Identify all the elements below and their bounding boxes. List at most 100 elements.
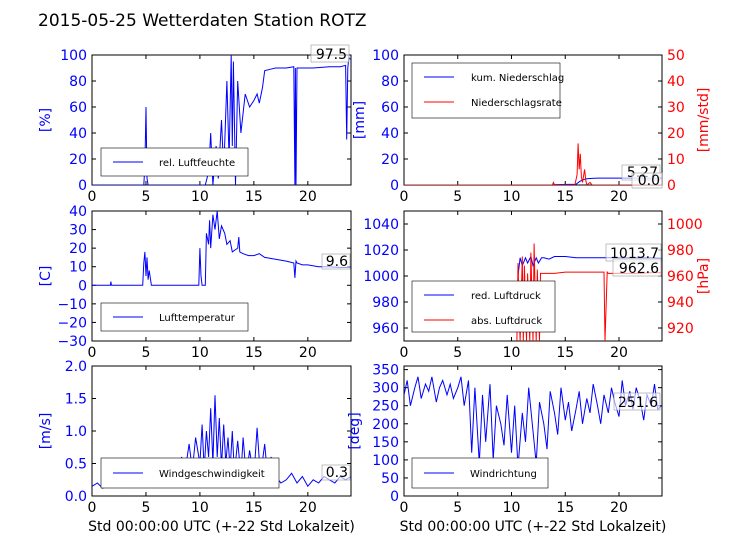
y2-axis-label: [hPa] (696, 258, 712, 294)
x-tick-label: 20 (610, 189, 628, 205)
x-tick-label: 5 (453, 345, 462, 361)
annotation-value: 251.6 (618, 395, 658, 411)
y-tick-label: 1000 (363, 269, 399, 285)
x-tick-label: 20 (299, 500, 317, 516)
y-tick-label: 80 (69, 74, 87, 90)
y-tick-label: 100 (372, 453, 399, 469)
y2-tick-label: 0 (667, 178, 676, 194)
x-tick-label: 0 (88, 500, 97, 516)
y2-tick-label: 10 (667, 152, 685, 168)
x-tick-label: 15 (556, 189, 574, 205)
y2-tick-label: 40 (667, 74, 685, 90)
y2-axis-label: [mm/std] (696, 88, 712, 153)
y-tick-label: 60 (69, 100, 87, 116)
y-tick-label: 0.0 (65, 489, 87, 505)
y-tick-label: 250 (372, 399, 399, 415)
annotation-value: 962.6 (619, 261, 659, 277)
x-tick-label: 10 (503, 345, 521, 361)
panel-wind_speed: 0 5 10 15 20 0.0 0.5 1.0 1.5 2.0 [m/s] Std 00:00:00… (38, 359, 355, 535)
x-tick-label: 15 (556, 500, 574, 516)
legend-box (412, 63, 560, 118)
series-line-lufttemperatur (92, 211, 351, 285)
figure-title: 2015-05-25 Wetterdaten Station ROTZ (38, 11, 367, 31)
x-tick-label: 5 (453, 500, 462, 516)
annotation-value: 97.5 (316, 47, 347, 63)
x-tick-label: 15 (556, 345, 574, 361)
legend-label: red. Luftdruck (471, 291, 541, 302)
y-tick-label: −10 (57, 297, 87, 313)
y-tick-label: 100 (372, 48, 399, 64)
y-tick-label: 0 (390, 489, 399, 505)
y-tick-label: 100 (60, 48, 87, 64)
x-axis-label: Std 00:00:00 UTC (+-22 Std Lokalzeit) (88, 519, 355, 535)
x-tick-label: 20 (299, 189, 317, 205)
legend-label: Windgeschwindigkeit (159, 469, 265, 480)
x-tick-label: 0 (88, 189, 97, 205)
y2-tick-label: 50 (667, 48, 685, 64)
y-tick-label: 50 (381, 471, 399, 487)
y-axis-label: [mm] (352, 101, 368, 139)
y2-tick-label: 20 (667, 126, 685, 142)
y-tick-label: 200 (372, 417, 399, 433)
y-tick-label: 300 (372, 381, 399, 397)
x-tick-label: 5 (141, 345, 150, 361)
y2-tick-label: 980 (667, 243, 694, 259)
annotation-value: 0.0 (638, 173, 660, 189)
x-tick-label: 5 (453, 189, 462, 205)
y-axis-label: [C] (38, 266, 54, 287)
x-tick-label: 0 (400, 345, 409, 361)
x-tick-label: 20 (299, 345, 317, 361)
y-tick-label: 0 (78, 178, 87, 194)
y-tick-label: 1040 (363, 217, 399, 233)
y2-tick-label: 960 (667, 269, 694, 285)
y-tick-label: 1.0 (65, 424, 87, 440)
y-tick-label: −20 (57, 315, 87, 331)
panel-humidity: 0 5 10 15 20 0 20 40 60 80 100 [%] rel. Luftfeuchte 9… (38, 45, 351, 205)
y-tick-label: 20 (69, 241, 87, 257)
y-tick-label: 0 (390, 178, 399, 194)
y-tick-label: 40 (381, 126, 399, 142)
y-tick-label: −30 (57, 334, 87, 350)
x-tick-label: 0 (400, 500, 409, 516)
y2-tick-label: 920 (667, 321, 694, 337)
chart-panels: 0 5 10 15 20020406080100[%]rel. Luftfeuchte9… (38, 45, 712, 535)
x-tick-label: 10 (191, 345, 209, 361)
y-tick-label: 20 (381, 152, 399, 168)
legend-label: kum. Niederschlag (471, 73, 564, 84)
y-tick-label: 10 (69, 260, 87, 276)
y-axis-label: [m/s] (38, 413, 54, 450)
x-tick-label: 0 (400, 189, 409, 205)
x-axis-label: Std 00:00:00 UTC (+-22 Std Lokalzeit) (400, 519, 667, 535)
x-tick-label: 5 (141, 500, 150, 516)
x-tick-label: 10 (191, 189, 209, 205)
y-tick-label: 2.0 (65, 359, 87, 375)
y-axis-label: [deg] (347, 412, 363, 449)
y2-tick-label: 1000 (667, 217, 703, 233)
panel-pressure: 0 5 10 15 2096098010001020104092094096098010… (363, 211, 712, 361)
x-tick-label: 0 (88, 345, 97, 361)
legend-label: Lufttemperatur (159, 313, 236, 324)
y-tick-label: 20 (69, 152, 87, 168)
legend-label: Niederschlagsrate (471, 98, 562, 109)
x-tick-label: 20 (610, 345, 628, 361)
panel-temperature: 0 5 10 15 20−30−20−10010203040[C]Lufttempera… (38, 204, 351, 361)
y-tick-label: 980 (372, 295, 399, 311)
y-tick-label: 1.5 (65, 392, 87, 408)
y-tick-label: 80 (381, 74, 399, 90)
series-line-windrichtung (404, 377, 662, 467)
x-tick-label: 5 (141, 189, 150, 205)
legend-label: Windrichtung (470, 469, 537, 480)
x-tick-label: 10 (503, 500, 521, 516)
x-tick-label: 20 (610, 500, 628, 516)
y-tick-label: 0.5 (65, 457, 87, 473)
legend-label: abs. Luftdruck (471, 316, 542, 327)
y2-tick-label: 30 (667, 100, 685, 116)
series-group (404, 377, 662, 467)
y2-tick-label: 940 (667, 295, 694, 311)
x-tick-label: 10 (503, 189, 521, 205)
legend-label: rel. Luftfeuchte (159, 158, 235, 169)
y-tick-label: 40 (69, 126, 87, 142)
x-tick-label: 10 (191, 500, 209, 516)
y-tick-label: 40 (69, 204, 87, 220)
panel-precip: 0 5 10 15 20 0 20 40 60 80 100 0 10 20 30 40 50 [mm] [mm/s… (352, 48, 712, 205)
